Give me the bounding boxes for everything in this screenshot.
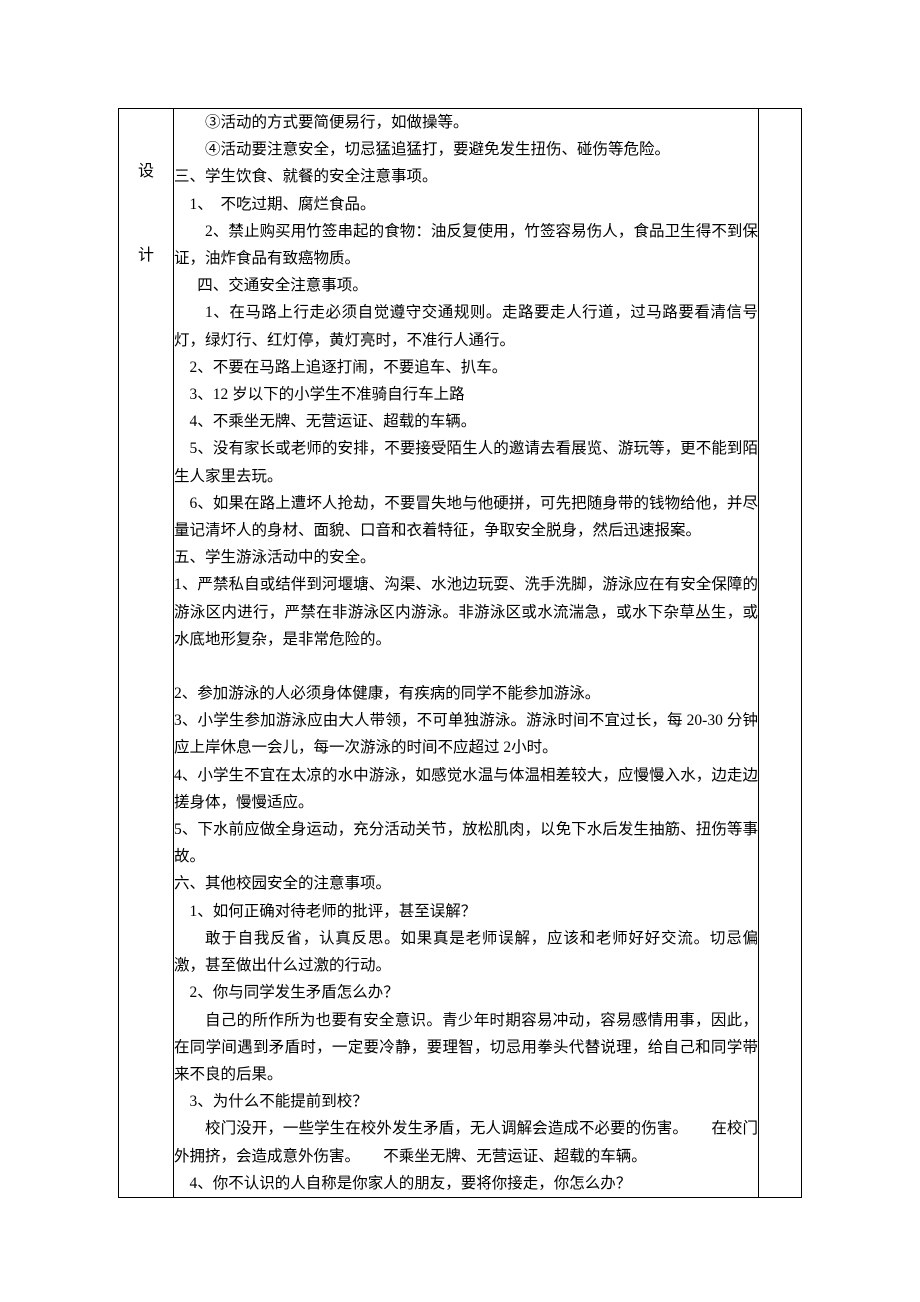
body-line: 5、下水前应做全身运动，充分活动关节，放松肌肉，以免下水后发生抽筋、扭伤等事故。 <box>174 816 758 870</box>
body-line: 4、小学生不宜在太凉的水中游泳，如感觉水温与体温相差较大，应慢慢入水，边走边搓身… <box>174 762 758 816</box>
body-line: 6、如果在路上遭坏人抢劫，不要冒失地与他硬拼，可先把随身带的钱物给他，并尽量记清… <box>174 490 758 544</box>
body-line: 2、不要在马路上追逐打闹，不要追车、扒车。 <box>174 354 758 381</box>
body-line: 2、你与同学发生矛盾怎么办？ <box>174 979 758 1006</box>
body-line: 3、为什么不能提前到校？ <box>174 1088 758 1115</box>
body-line: 4、不乘坐无牌、无营运证、超载的车辆。 <box>174 408 758 435</box>
left-char-1: 设 <box>119 151 173 193</box>
table-row: 设 计 ③活动的方式要简便易行，如做操等。 ④活动要注意安全，切忌猛追猛打，要避… <box>119 109 802 1198</box>
body-line: 自己的所作所为也要有安全意识。青少年时期容易冲动，容易感情用事，因此，在同学间遇… <box>174 1007 758 1089</box>
body-line: ③活动的方式要简便易行，如做操等。 <box>174 109 758 136</box>
body-heading: 五、学生游泳活动中的安全。 <box>174 544 758 571</box>
body-line: 1、如何正确对待老师的批评，甚至误解？ <box>174 898 758 925</box>
body-line: 校门没开，一些学生在校外发生矛盾，无人调解会造成不必要的伤害。 在校门外拥挤，会… <box>174 1115 758 1169</box>
body-heading: 三、学生饮食、就餐的安全注意事项。 <box>174 163 758 190</box>
body-line: 4、你不认识的人自称是你家人的朋友，要将你接走，你怎么办？ <box>174 1170 758 1197</box>
page: 设 计 ③活动的方式要简便易行，如做操等。 ④活动要注意安全，切忌猛追猛打，要避… <box>0 0 920 1302</box>
body-line: 2、参加游泳的人必须身体健康，有疾病的同学不能参加游泳。 <box>174 680 758 707</box>
left-label-cell: 设 计 <box>119 109 174 1198</box>
body-line: 1、 不吃过期、腐烂食品。 <box>174 191 758 218</box>
lesson-table: 设 计 ③活动的方式要简便易行，如做操等。 ④活动要注意安全，切忌猛追猛打，要避… <box>118 108 802 1198</box>
body-line: ④活动要注意安全，切忌猛追猛打，要避免发生扭伤、碰伤等危险。 <box>174 136 758 163</box>
body-line: 3、12 岁以下的小学生不准骑自行车上路 <box>174 381 758 408</box>
body-line: 3、小学生参加游泳应由大人带领，不可单独游泳。游泳时间不宜过长，每 20-30 … <box>174 707 758 761</box>
body-heading: 六、其他校园安全的注意事项。 <box>174 870 758 897</box>
body-line: 1、严禁私自或结伴到河堰塘、沟渠、水池边玩耍、洗手洗脚，游泳应在有安全保障的游泳… <box>174 571 758 653</box>
body-line: 敢于自我反省，认真反思。如果真是老师误解，应该和老师好好交流。切忌偏激，甚至做出… <box>174 925 758 979</box>
body-line: 2、禁止购买用竹签串起的食物：油反复使用，竹签容易伤人，食品卫生得不到保证，油炸… <box>174 218 758 272</box>
content-cell: ③活动的方式要简便易行，如做操等。 ④活动要注意安全，切忌猛追猛打，要避免发生扭… <box>174 109 759 1198</box>
body-heading: 四、交通安全注意事项。 <box>174 272 758 299</box>
body-line: 5、没有家长或老师的安排，不要接受陌生人的邀请去看展览、游玩等，更不能到陌生人家… <box>174 435 758 489</box>
body-line: 1、在马路上行走必须自觉遵守交通规则。走路要走人行道，过马路要看清信号灯，绿灯行… <box>174 299 758 353</box>
right-empty-cell <box>759 109 802 1198</box>
left-char-2: 计 <box>119 235 173 277</box>
blank-line <box>174 653 758 680</box>
